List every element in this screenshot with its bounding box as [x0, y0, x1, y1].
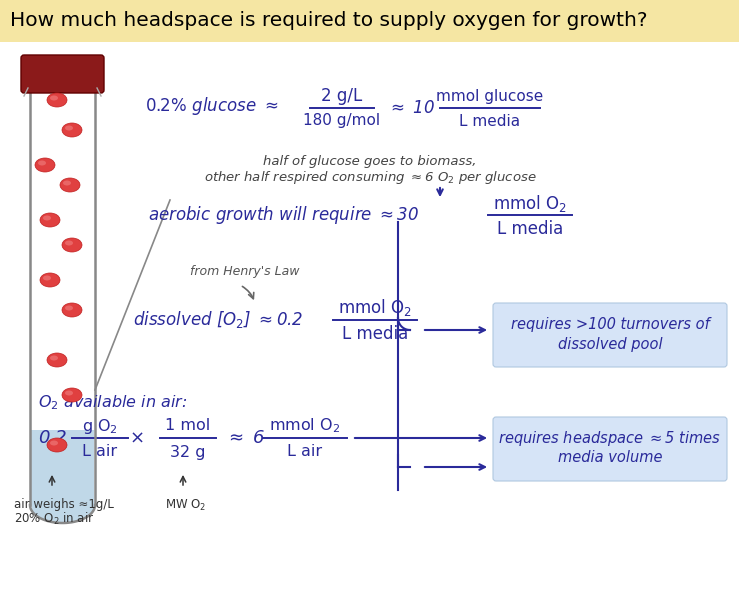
Text: half of glucose goes to biomass,: half of glucose goes to biomass,	[263, 155, 477, 168]
Ellipse shape	[47, 353, 67, 367]
Text: mmol O$_2$: mmol O$_2$	[270, 417, 341, 435]
Ellipse shape	[62, 303, 82, 317]
Text: 2 g/L: 2 g/L	[321, 87, 363, 105]
Text: L media: L media	[497, 220, 563, 238]
Text: O$_2$ available in air:: O$_2$ available in air:	[38, 394, 187, 413]
Text: 1 mol: 1 mol	[166, 419, 211, 433]
Ellipse shape	[40, 213, 60, 227]
FancyBboxPatch shape	[0, 0, 739, 42]
Text: L media: L media	[342, 325, 408, 343]
Text: air weighs ≈1g/L: air weighs ≈1g/L	[14, 498, 114, 511]
Ellipse shape	[50, 440, 58, 446]
Ellipse shape	[38, 160, 46, 166]
Text: mmol O$_2$: mmol O$_2$	[338, 298, 412, 319]
Text: $0.2\%$ glucose $\approx$: $0.2\%$ glucose $\approx$	[145, 95, 279, 117]
FancyBboxPatch shape	[493, 417, 727, 481]
Ellipse shape	[65, 125, 73, 131]
Text: 32 g: 32 g	[170, 445, 205, 459]
Ellipse shape	[62, 123, 82, 137]
FancyBboxPatch shape	[21, 55, 104, 93]
Ellipse shape	[65, 306, 73, 311]
Ellipse shape	[43, 276, 51, 281]
Ellipse shape	[65, 241, 73, 246]
Text: media volume: media volume	[558, 451, 662, 465]
Text: $\approx$ 6: $\approx$ 6	[225, 429, 265, 447]
Text: mmol glucose: mmol glucose	[436, 88, 544, 104]
Text: L media: L media	[460, 114, 520, 128]
Ellipse shape	[40, 273, 60, 287]
Ellipse shape	[60, 178, 80, 192]
Text: $\approx$ 10: $\approx$ 10	[387, 99, 435, 117]
Ellipse shape	[62, 388, 82, 402]
Text: g O$_2$: g O$_2$	[82, 416, 118, 435]
Text: L air: L air	[287, 445, 322, 459]
Ellipse shape	[63, 181, 71, 185]
Ellipse shape	[65, 391, 73, 395]
Ellipse shape	[35, 158, 55, 172]
Text: mmol O$_2$: mmol O$_2$	[493, 193, 567, 214]
Text: MW O$_2$: MW O$_2$	[165, 498, 206, 513]
Text: 180 g/mol: 180 g/mol	[304, 114, 381, 128]
Text: from Henry's Law: from Henry's Law	[190, 265, 299, 279]
Ellipse shape	[50, 356, 58, 360]
Ellipse shape	[47, 438, 67, 452]
Ellipse shape	[50, 96, 58, 101]
Bar	[31, 430, 94, 505]
Ellipse shape	[62, 238, 82, 252]
FancyBboxPatch shape	[493, 303, 727, 367]
Text: dissolved pool: dissolved pool	[558, 336, 662, 351]
Text: requires >100 turnovers of: requires >100 turnovers of	[511, 316, 709, 332]
Text: $\times$: $\times$	[129, 429, 143, 447]
Text: requires headspace $\approx$5 times: requires headspace $\approx$5 times	[498, 429, 721, 448]
Text: dissolved [O$_2$] $\approx$0.2: dissolved [O$_2$] $\approx$0.2	[133, 309, 303, 330]
Text: 0.2: 0.2	[38, 429, 67, 447]
Ellipse shape	[43, 216, 51, 220]
Text: aerobic growth will require $\approx$30: aerobic growth will require $\approx$30	[148, 204, 419, 226]
Text: L air: L air	[83, 445, 118, 459]
Text: other half respired consuming $\approx$6 O$_2$ per glucose: other half respired consuming $\approx$6…	[204, 169, 537, 187]
Text: 20% O$_2$ in air: 20% O$_2$ in air	[14, 511, 95, 527]
Ellipse shape	[47, 93, 67, 107]
Text: How much headspace is required to supply oxygen for growth?: How much headspace is required to supply…	[10, 12, 647, 31]
Bar	[31, 83, 94, 430]
